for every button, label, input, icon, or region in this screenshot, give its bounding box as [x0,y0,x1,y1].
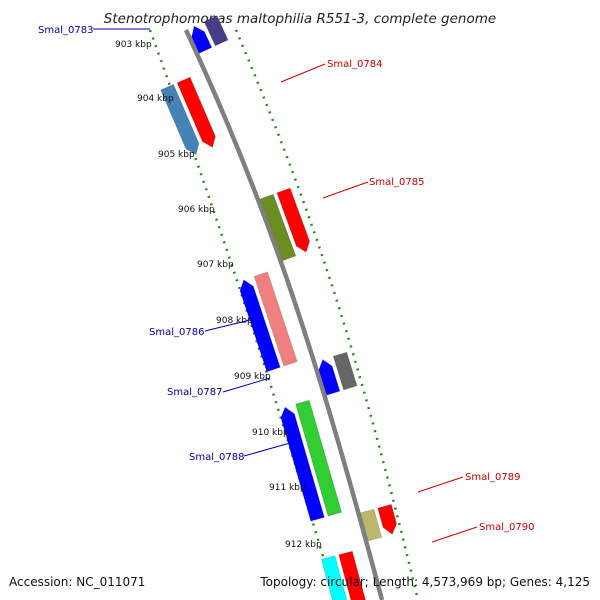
kbp-tick-label: 905 kbp [158,150,195,160]
leader-line [431,526,478,543]
leader-line [243,442,291,457]
gene-block[interactable] [253,271,298,367]
genome-backbone [183,29,385,600]
gene-block[interactable] [320,555,349,600]
gene-label[interactable]: Smal_0784 [327,59,382,70]
gene-block[interactable] [280,406,325,522]
gene-block[interactable] [377,503,398,535]
leader-line [204,319,251,332]
topology-text: Topology: circular; Length: 4,573,969 bp… [259,575,590,589]
gene-labels: Smal_0783 Smal_0784 Smal_0785 Smal_0786 … [38,25,534,533]
kbp-tick-label: 906 kbp [178,205,215,215]
kbp-ticks: 903 kbp 904 kbp 905 kbp 906 kbp 907 kbp … [115,40,322,550]
gene-block[interactable] [318,358,341,396]
gene-label[interactable]: Smal_0789 [465,472,520,483]
inner-tick-track [234,29,420,600]
gene-block[interactable] [338,550,367,600]
kbp-tick-label: 907 kbp [197,260,234,270]
kbp-tick-label: 909 kbp [234,372,271,382]
leader-line [417,476,464,493]
accession-text: Accession: NC_011071 [9,575,145,589]
leader-line [280,63,326,83]
gene-block[interactable] [176,76,216,149]
gene-block[interactable] [191,25,213,55]
leader-line [222,377,271,393]
gene-label[interactable]: Smal_0788 [189,452,244,463]
gene-label[interactable]: Smal_0787 [167,387,222,398]
gene-block[interactable] [239,279,281,373]
gene-block[interactable] [276,187,311,253]
gene-block[interactable] [160,83,200,156]
gene-block[interactable] [203,15,229,47]
kbp-tick-label: 908 kbp [216,316,253,326]
kbp-tick-label: 910 kbp [252,428,289,438]
gene-label[interactable]: Smal_0790 [479,522,534,533]
kbp-tick-label: 912 kbp [285,540,322,550]
gene-block[interactable] [332,351,358,391]
gene-label[interactable]: Smal_0785 [369,177,424,188]
map-title: Stenotrophomonas maltophilia R551-3, com… [104,11,496,27]
genes-layer [160,15,398,600]
kbp-tick-label: 911 kbp [269,483,306,493]
kbp-tick-label: 903 kbp [115,40,152,50]
kbp-tick-label: 904 kbp [137,94,174,104]
gene-block[interactable] [295,399,343,517]
gene-label[interactable]: Smal_0783 [38,25,93,36]
label-leaders [93,28,478,543]
gene-label[interactable]: Smal_0786 [149,327,204,338]
leader-line [322,181,369,199]
